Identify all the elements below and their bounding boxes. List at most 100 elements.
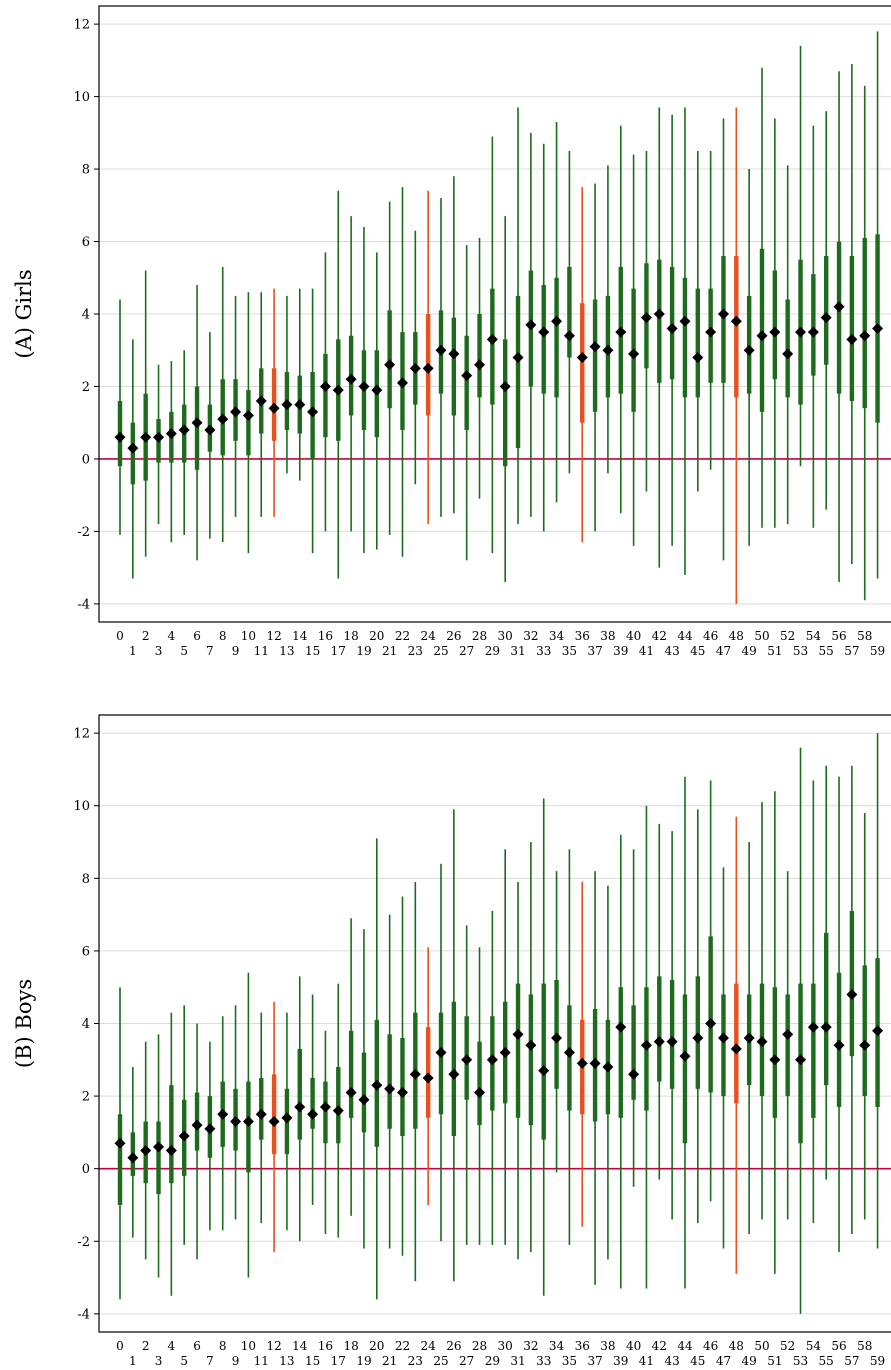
box-31 (512, 881, 524, 1260)
median-marker (807, 1021, 819, 1033)
iqr-box (310, 1077, 315, 1129)
median-marker (358, 1094, 370, 1106)
box-52 (782, 871, 794, 1220)
iqr-box (554, 277, 559, 398)
median-marker (486, 1054, 498, 1066)
box-57 (846, 765, 858, 1235)
box-58 (859, 812, 871, 1220)
box-25 (435, 198, 447, 517)
x-tick-label: 44 (677, 629, 693, 643)
iqr-box (451, 317, 457, 416)
median-marker (319, 380, 331, 392)
median-marker (705, 326, 717, 338)
x-tick-label: 52 (780, 1339, 795, 1353)
median-marker (127, 442, 139, 454)
median-marker (589, 1057, 601, 1069)
x-tick-label: 7 (206, 1354, 214, 1368)
panel-boys: -4-2024681012012345678910111213141516171… (12, 714, 891, 1368)
median-marker (730, 315, 742, 327)
box-38 (602, 165, 614, 474)
x-tick-label: 6 (193, 1339, 201, 1353)
box-46 (705, 150, 717, 470)
x-tick-label: 17 (331, 644, 346, 658)
x-tick-label: 13 (279, 644, 294, 658)
box-26 (448, 809, 460, 1282)
median-marker (782, 348, 794, 360)
box-15 (307, 994, 319, 1205)
x-tick-label: 58 (857, 629, 872, 643)
y-tick-label: 10 (73, 90, 90, 105)
median-marker (153, 431, 165, 443)
x-tick-label: 25 (433, 1354, 448, 1368)
box-11 (255, 292, 267, 517)
x-tick-label: 50 (754, 629, 769, 643)
x-tick-label: 27 (459, 1354, 474, 1368)
iqr-box (348, 1030, 354, 1118)
x-tick-label: 3 (155, 1354, 163, 1368)
iqr-box (541, 285, 546, 394)
median-marker (563, 1047, 575, 1059)
iqr-box (464, 335, 469, 430)
median-marker (756, 330, 768, 342)
box-1 (127, 339, 139, 579)
y-tick-label: 8 (82, 163, 90, 178)
x-tick-label: 35 (562, 1354, 577, 1368)
x-tick-label: 55 (819, 644, 834, 658)
iqr-box (824, 256, 829, 365)
iqr-box (657, 259, 662, 383)
iqr-box (515, 295, 521, 449)
y-tick-label: -4 (77, 1307, 90, 1322)
box-36 (576, 881, 588, 1227)
box-14 (294, 288, 306, 481)
x-tick-label: 55 (819, 1354, 834, 1368)
x-tick-label: 42 (652, 1339, 667, 1353)
box-37 (589, 183, 601, 532)
x-tick-label: 59 (870, 1354, 885, 1368)
median-marker (474, 1086, 486, 1098)
box-22 (396, 896, 408, 1256)
box-53 (795, 747, 807, 1314)
median-marker (795, 326, 807, 338)
box-55 (820, 765, 832, 1180)
box-31 (512, 107, 524, 525)
x-tick-label: 31 (510, 644, 525, 658)
x-tick-label: 2 (142, 629, 150, 643)
box-39 (615, 125, 627, 514)
box-32 (525, 132, 537, 517)
x-tick-label: 31 (510, 1354, 525, 1368)
box-28 (474, 947, 486, 1245)
box-39 (615, 834, 627, 1289)
x-tick-label: 22 (395, 629, 410, 643)
box-51 (769, 791, 781, 1274)
x-tick-label: 11 (254, 1354, 269, 1368)
box-20 (371, 252, 383, 550)
y-tick-label: 0 (82, 452, 90, 467)
median-marker (640, 1039, 652, 1051)
box-59 (872, 31, 884, 579)
iqr-box (361, 1052, 367, 1133)
box-57 (846, 63, 858, 565)
median-marker (730, 1043, 742, 1055)
box-29 (486, 910, 498, 1245)
iqr-box (477, 1041, 482, 1126)
x-tick-label: 44 (677, 1339, 693, 1353)
median-marker (461, 370, 473, 382)
median-marker (551, 1032, 563, 1044)
box-5 (178, 1005, 190, 1245)
box-23 (409, 881, 421, 1282)
median-marker (743, 344, 755, 356)
x-tick-label: 25 (433, 644, 448, 658)
box-35 (563, 150, 575, 474)
y-tick-label: 12 (73, 727, 90, 742)
x-tick-label: 5 (180, 1354, 188, 1368)
median-marker (230, 406, 242, 418)
median-marker (435, 344, 447, 356)
x-tick-label: 0 (116, 629, 124, 643)
box-30 (499, 216, 511, 583)
median-marker (384, 359, 396, 371)
median-marker (294, 1101, 306, 1113)
x-tick-label: 16 (318, 1339, 333, 1353)
box-2 (140, 270, 152, 557)
box-53 (795, 45, 807, 467)
median-marker (576, 351, 588, 363)
